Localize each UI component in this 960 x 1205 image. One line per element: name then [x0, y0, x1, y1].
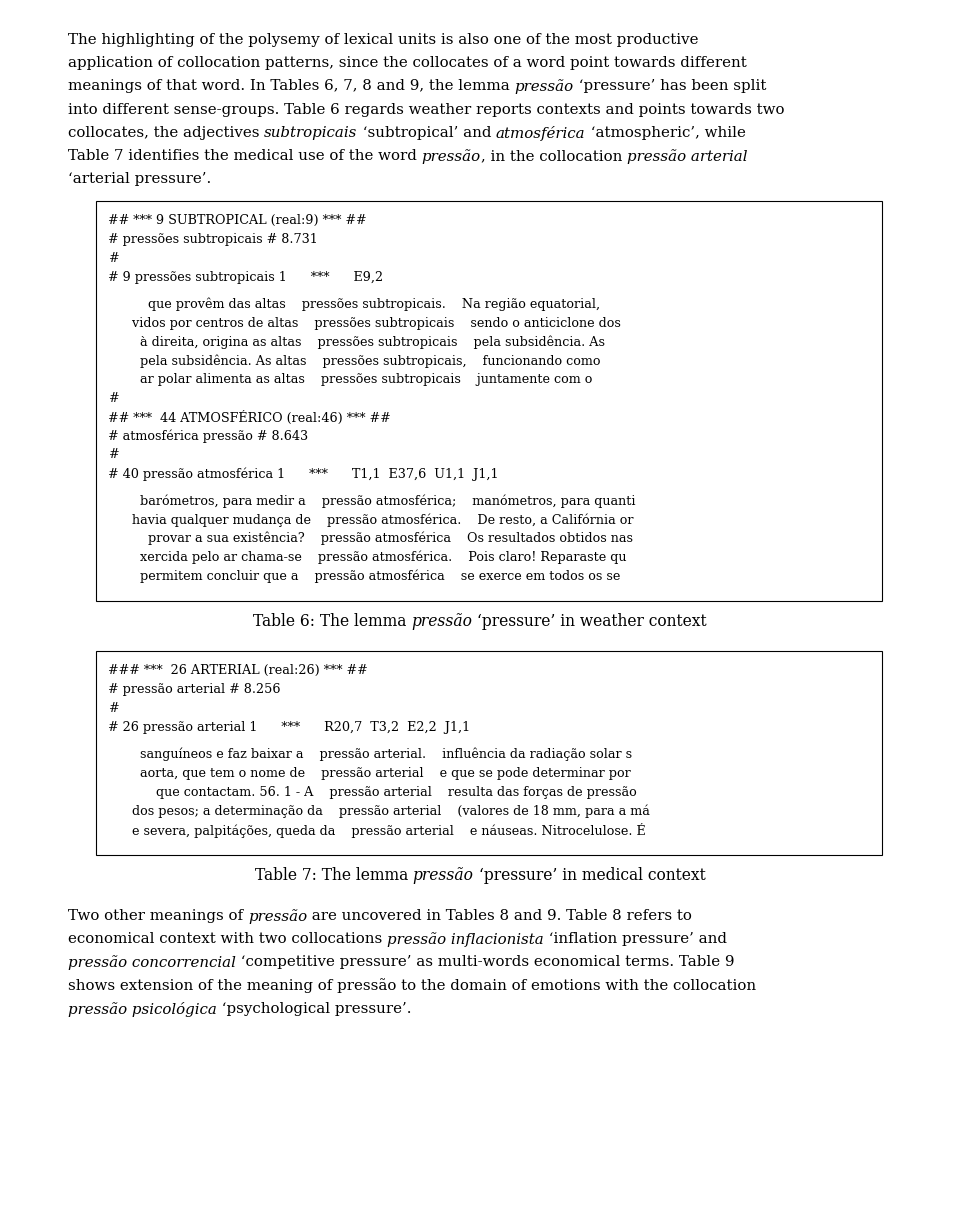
Text: xercida pelo ar chama-se    pressão atmosférica.    Pois claro! Reparaste qu: xercida pelo ar chama-se pressão atmosfé… — [108, 551, 627, 564]
Text: ‘subtropical’ and: ‘subtropical’ and — [358, 125, 496, 140]
Text: subtropicais: subtropicais — [264, 125, 358, 140]
Text: ‘psychological pressure’.: ‘psychological pressure’. — [217, 1001, 412, 1016]
Text: barómetros, para medir a    pressão atmosférica;    manómetros, para quanti: barómetros, para medir a pressão atmosfé… — [108, 494, 636, 507]
Text: dos pesos; a determinação da    pressão arterial    (valores de 18 mm, para a má: dos pesos; a determinação da pressão art… — [108, 805, 650, 818]
Text: application of collocation patterns, since the collocates of a word point toward: application of collocation patterns, sin… — [68, 57, 747, 70]
Text: meanings of that word. In Tables 6, 7, 8 and 9, the lemma: meanings of that word. In Tables 6, 7, 8… — [68, 80, 515, 94]
Text: pela subsidência. As altas    pressões subtropicais,    funcionando como: pela subsidência. As altas pressões subt… — [108, 354, 601, 368]
Text: ‘pressure’ has been split: ‘pressure’ has been split — [574, 80, 766, 94]
Text: ‘atmospheric’, while: ‘atmospheric’, while — [586, 125, 745, 140]
Text: into different sense-groups. Table 6 regards weather reports contexts and points: into different sense-groups. Table 6 reg… — [68, 102, 784, 117]
Text: # 9 pressões subtropicais 1      ***      E9,2: # 9 pressões subtropicais 1 *** E9,2 — [108, 271, 383, 283]
Text: pressão: pressão — [411, 613, 472, 630]
Text: #: # — [108, 448, 119, 462]
Text: Table 7: The lemma: Table 7: The lemma — [254, 866, 413, 884]
Text: ‘pressure’ in weather context: ‘pressure’ in weather context — [472, 613, 707, 630]
Bar — [96, 201, 882, 601]
Text: # 40 pressão atmosférica 1      ***      T1,1  E37,6  U1,1  J1,1: # 40 pressão atmosférica 1 *** T1,1 E37,… — [108, 468, 498, 481]
Text: are uncovered in Tables 8 and 9. Table 8 refers to: are uncovered in Tables 8 and 9. Table 8… — [307, 909, 692, 923]
Text: , in the collocation: , in the collocation — [481, 149, 627, 163]
Text: ‘arterial pressure’.: ‘arterial pressure’. — [68, 172, 211, 187]
Text: ‘inflation pressure’ and: ‘inflation pressure’ and — [543, 933, 727, 946]
Bar — [96, 652, 882, 856]
Text: atmosférica: atmosférica — [496, 125, 586, 141]
Text: provar a sua existência?    pressão atmosférica    Os resultados obtidos nas: provar a sua existência? pressão atmosfé… — [108, 531, 633, 546]
Text: # 26 pressão arterial 1      ***      R20,7  T3,2  E2,2  J1,1: # 26 pressão arterial 1 *** R20,7 T3,2 E… — [108, 721, 470, 734]
Text: pressão: pressão — [413, 866, 473, 884]
Text: # pressão arterial # 8.256: # pressão arterial # 8.256 — [108, 683, 280, 696]
Text: vidos por centros de altas    pressões subtropicais    sendo o anticiclone dos: vidos por centros de altas pressões subt… — [108, 317, 621, 330]
Text: pressão inflacionista: pressão inflacionista — [387, 933, 543, 947]
Text: Two other meanings of: Two other meanings of — [68, 909, 248, 923]
Text: pressão psicológica: pressão psicológica — [68, 1001, 217, 1017]
Text: ### ***  26 ARTERIAL (real:26) *** ##: ### *** 26 ARTERIAL (real:26) *** ## — [108, 664, 368, 677]
Text: ‘pressure’ in medical context: ‘pressure’ in medical context — [473, 866, 706, 884]
Text: # pressões subtropicais # 8.731: # pressões subtropicais # 8.731 — [108, 233, 318, 246]
Text: # atmosférica pressão # 8.643: # atmosférica pressão # 8.643 — [108, 429, 308, 443]
Text: Table 7 identifies the medical use of the word: Table 7 identifies the medical use of th… — [68, 149, 421, 163]
Text: ## ***  44 ATMOSFÉRICO (real:46) *** ##: ## *** 44 ATMOSFÉRICO (real:46) *** ## — [108, 411, 391, 424]
Text: aorta, que tem o nome de    pressão arterial    e que se pode determinar por: aorta, que tem o nome de pressão arteria… — [108, 766, 631, 780]
Text: ar polar alimenta as altas    pressões subtropicais    juntamente com o: ar polar alimenta as altas pressões subt… — [108, 374, 592, 386]
Text: Table 6: The lemma: Table 6: The lemma — [253, 613, 411, 630]
Text: #: # — [108, 252, 119, 265]
Text: e severa, palpitáções, queda da    pressão arterial    e náuseas. Nitrocelulose.: e severa, palpitáções, queda da pressão … — [108, 823, 646, 839]
Text: pressão: pressão — [515, 80, 574, 94]
Text: permitem concluir que a    pressão atmosférica    se exerce em todos os se: permitem concluir que a pressão atmosfér… — [108, 570, 620, 583]
Text: #: # — [108, 392, 119, 405]
Text: shows extension of the meaning of pressão to the domain of emotions with the col: shows extension of the meaning of pressã… — [68, 978, 756, 993]
Text: pressão arterial: pressão arterial — [627, 149, 748, 164]
Text: à direita, origina as altas    pressões subtropicais    pela subsidência. As: à direita, origina as altas pressões sub… — [108, 335, 605, 349]
Text: ‘competitive pressure’ as multi-words economical terms. Table 9: ‘competitive pressure’ as multi-words ec… — [236, 956, 734, 969]
Text: sanguíneos e faz baixar a    pressão arterial.    influência da radiação solar s: sanguíneos e faz baixar a pressão arteri… — [108, 748, 632, 762]
Text: The highlighting of the polysemy of lexical units is also one of the most produc: The highlighting of the polysemy of lexi… — [68, 33, 699, 47]
Text: collocates, the adjectives: collocates, the adjectives — [68, 125, 264, 140]
Text: #: # — [108, 703, 119, 715]
Text: economical context with two collocations: economical context with two collocations — [68, 933, 387, 946]
Text: pressão: pressão — [421, 149, 481, 164]
Text: havia qualquer mudança de    pressão atmosférica.    De resto, a Califórnia or: havia qualquer mudança de pressão atmosf… — [108, 513, 634, 527]
Text: ## *** 9 SUBTROPICAL (real:9) *** ##: ## *** 9 SUBTROPICAL (real:9) *** ## — [108, 214, 367, 228]
Text: pressão concorrencial: pressão concorrencial — [68, 956, 236, 970]
Text: que contactam. 56. 1 - A    pressão arterial    resulta das forças de pressão: que contactam. 56. 1 - A pressão arteria… — [108, 786, 636, 799]
Text: pressão: pressão — [248, 909, 307, 924]
Text: que provêm das altas    pressões subtropicais.    Na região equatorial,: que provêm das altas pressões subtropica… — [108, 298, 600, 311]
